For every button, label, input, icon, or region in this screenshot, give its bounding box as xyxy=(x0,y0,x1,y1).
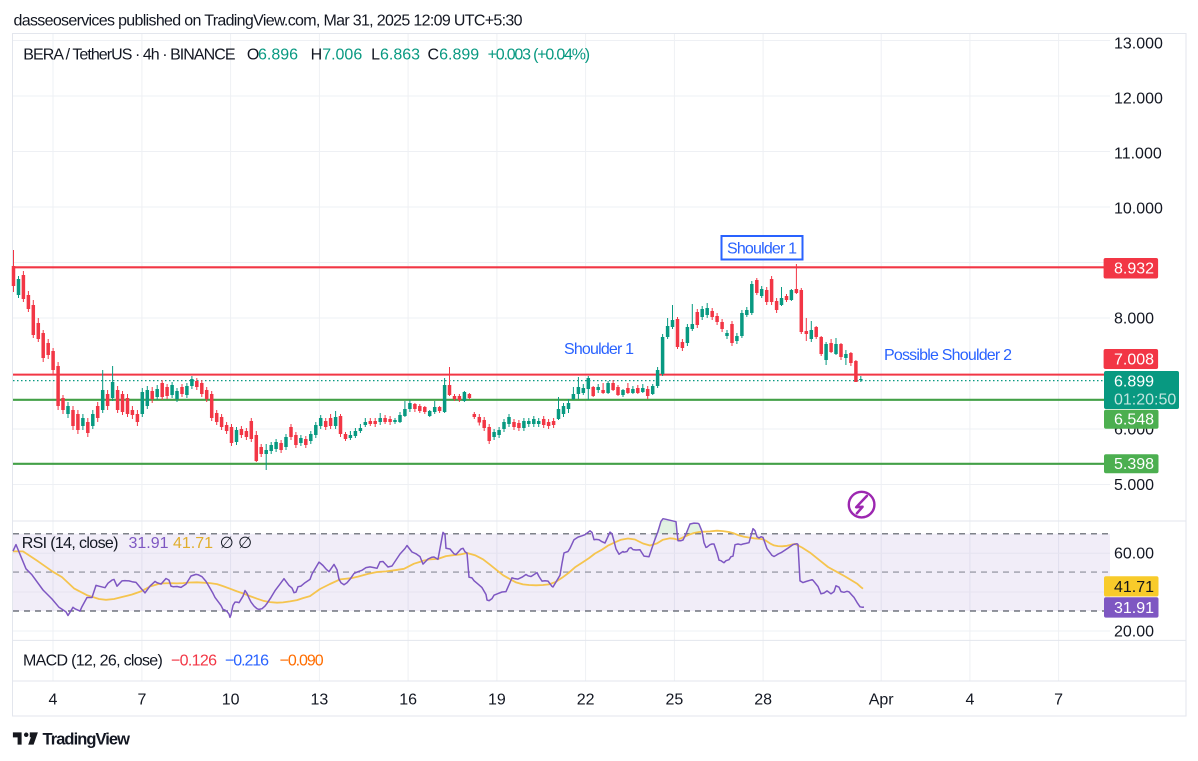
svg-text:10: 10 xyxy=(222,692,240,709)
svg-text:C: C xyxy=(428,46,440,63)
svg-text:41.71: 41.71 xyxy=(1114,579,1154,596)
svg-text:20.00: 20.00 xyxy=(1114,624,1154,641)
svg-text:8.000: 8.000 xyxy=(1114,311,1154,328)
svg-text:−0.216: −0.216 xyxy=(225,653,269,670)
svg-text:16: 16 xyxy=(399,692,417,709)
svg-text:7.006: 7.006 xyxy=(322,46,362,63)
svg-text:11.000: 11.000 xyxy=(1114,146,1162,163)
svg-text:12.000: 12.000 xyxy=(1114,91,1163,108)
svg-text:TradingView: TradingView xyxy=(43,730,131,748)
svg-text:∅: ∅ xyxy=(238,535,252,552)
svg-text:25: 25 xyxy=(666,692,684,709)
svg-text:7: 7 xyxy=(137,692,146,709)
svg-text:Shoulder 1: Shoulder 1 xyxy=(564,341,634,358)
svg-text:O: O xyxy=(247,46,259,63)
svg-text:dasseoservices published on Tr: dasseoservices published on TradingView.… xyxy=(14,13,523,30)
svg-text:MACD (12, 26, close): MACD (12, 26, close) xyxy=(23,653,163,670)
svg-text:6.896: 6.896 xyxy=(258,46,298,63)
svg-text:10.000: 10.000 xyxy=(1114,201,1163,218)
svg-text:31.91: 31.91 xyxy=(1114,600,1154,617)
svg-text:−0.126: −0.126 xyxy=(171,653,217,670)
svg-text:Shoulder 1: Shoulder 1 xyxy=(727,241,797,258)
svg-text:∅: ∅ xyxy=(220,535,234,552)
svg-text:31.91: 31.91 xyxy=(129,535,169,552)
svg-text:−0.090: −0.090 xyxy=(280,653,324,670)
svg-text:8.932: 8.932 xyxy=(1114,261,1154,278)
svg-text:5.398: 5.398 xyxy=(1114,456,1154,473)
svg-text:Possible Shoulder 2: Possible Shoulder 2 xyxy=(884,347,1012,364)
svg-text:41.71: 41.71 xyxy=(173,535,213,552)
svg-text:L: L xyxy=(371,46,380,63)
svg-text:H: H xyxy=(311,46,323,63)
svg-text:28: 28 xyxy=(754,692,772,709)
svg-text:01:20:50: 01:20:50 xyxy=(1114,392,1176,409)
svg-text:7: 7 xyxy=(1054,692,1063,709)
svg-text:BERA / TetherUS · 4h · BINANCE: BERA / TetherUS · 4h · BINANCE xyxy=(23,46,235,63)
svg-text:6.548: 6.548 xyxy=(1114,412,1154,429)
svg-text:Apr: Apr xyxy=(869,692,895,709)
svg-text:6.863: 6.863 xyxy=(380,46,420,63)
svg-text:6.899: 6.899 xyxy=(1114,374,1154,391)
svg-text:4: 4 xyxy=(49,692,58,709)
svg-text:6.899: 6.899 xyxy=(439,46,479,63)
svg-text:7.008: 7.008 xyxy=(1114,352,1154,369)
svg-text:22: 22 xyxy=(577,692,595,709)
svg-text:4: 4 xyxy=(965,692,974,709)
svg-text:13.000: 13.000 xyxy=(1114,36,1163,53)
svg-text:60.00: 60.00 xyxy=(1114,546,1154,563)
svg-text:5.000: 5.000 xyxy=(1114,477,1154,494)
svg-text:13: 13 xyxy=(311,692,329,709)
svg-text:19: 19 xyxy=(488,692,506,709)
svg-text:RSI (14, close): RSI (14, close) xyxy=(22,535,119,552)
svg-text:+0.003 (+0.04%): +0.003 (+0.04%) xyxy=(488,46,590,63)
